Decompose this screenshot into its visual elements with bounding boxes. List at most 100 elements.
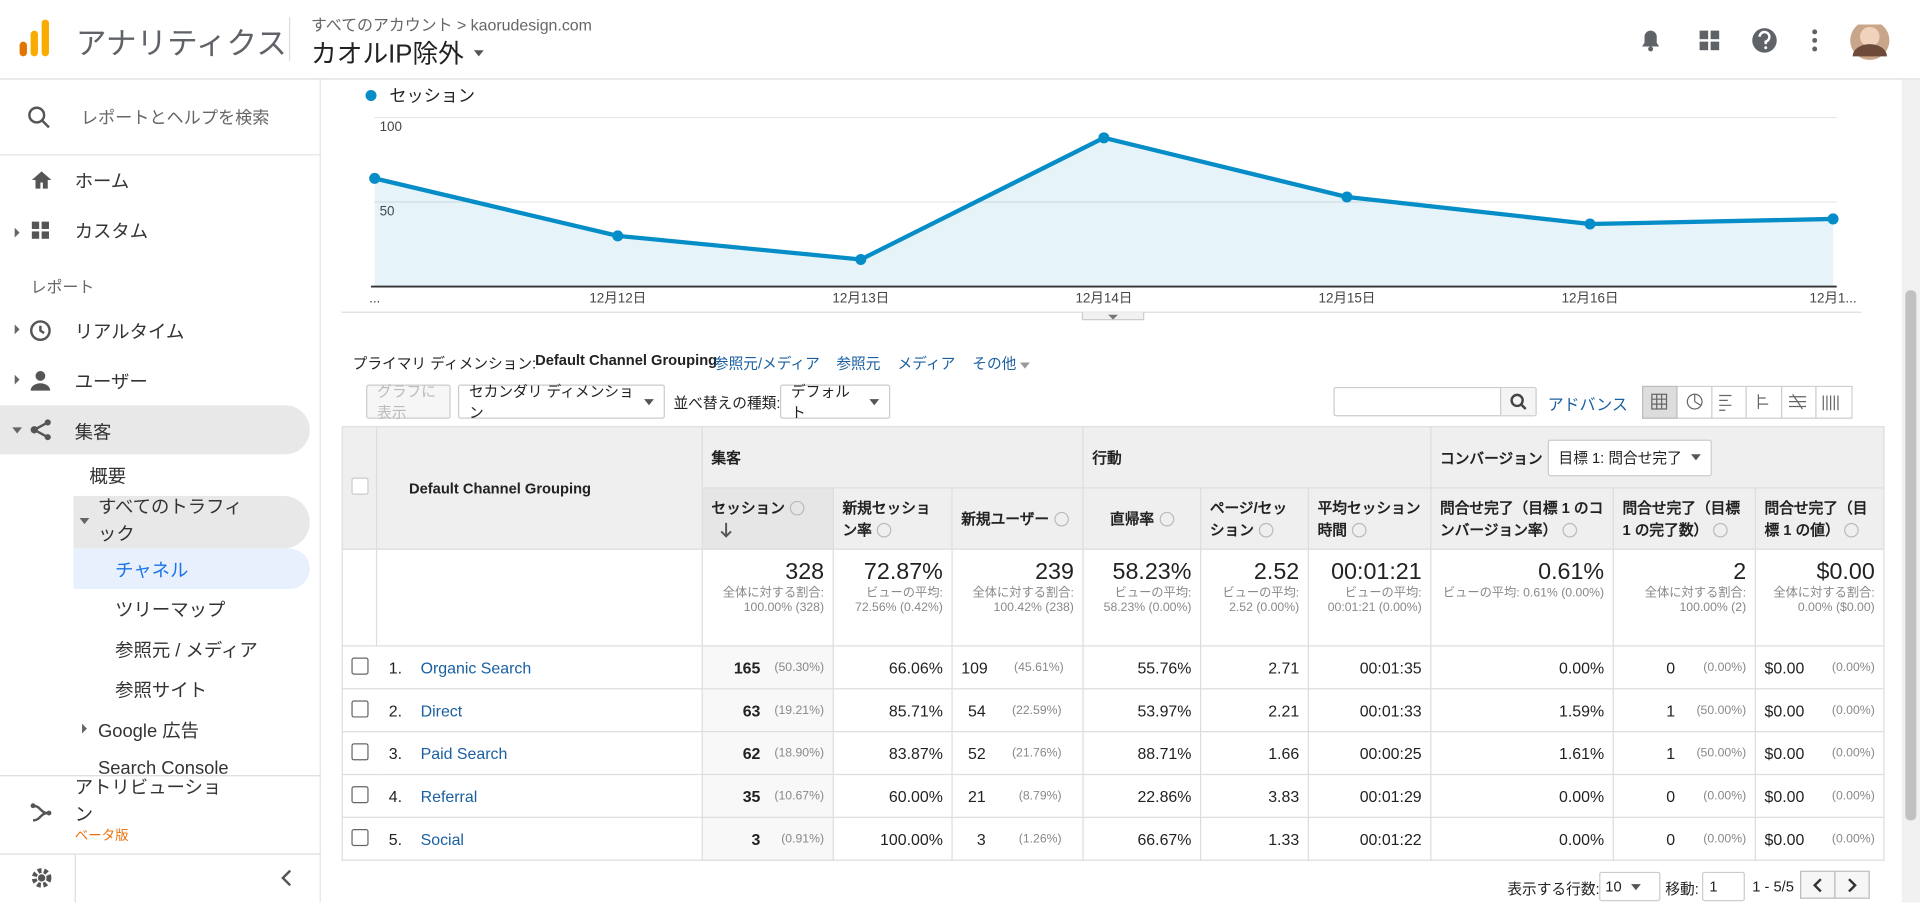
row-index: 4. xyxy=(388,786,403,806)
goto-input[interactable]: 1 xyxy=(1702,871,1745,902)
bell[interactable] xyxy=(1642,30,1660,52)
nav-google-ads[interactable]: Google 広告 xyxy=(97,721,200,743)
metric-cell: 54 (22.59%) xyxy=(951,688,1084,733)
dimension-link[interactable]: 参照元/メディア xyxy=(713,355,820,373)
x-tick-label: ... xyxy=(369,290,380,305)
nav-realtime[interactable]: リアルタイム xyxy=(74,322,185,343)
metric-cell: 60.00% xyxy=(832,773,953,818)
row-name[interactable]: Social xyxy=(420,829,464,848)
nav-home[interactable]: ホーム xyxy=(74,171,130,193)
next-page[interactable] xyxy=(1834,870,1870,899)
scroll-thumb[interactable] xyxy=(1905,290,1917,821)
metric-pair: 1 (50.00%) xyxy=(1622,744,1746,762)
nav-channels[interactable]: チャネル xyxy=(115,560,189,582)
column-header[interactable]: ページ/セッション xyxy=(1200,487,1309,550)
total-cell: 0.61% ビューの平均: 0.61% (0.00%) xyxy=(1430,548,1614,647)
row-checkbox[interactable] xyxy=(351,828,369,846)
column-header[interactable]: 問合せ完了（目標 1 のコンバージョン率） xyxy=(1430,487,1614,550)
rows-value: 10 xyxy=(1605,877,1622,896)
nav-search-console[interactable]: Search Console xyxy=(97,757,229,774)
apps[interactable] xyxy=(1699,30,1720,51)
total-cell: 2.52 ビューの平均: 2.52 (0.00%) xyxy=(1200,548,1309,647)
button-label: セカンダリ ディメンション xyxy=(468,383,634,422)
column-header[interactable]: 問合せ完了（目標 1 の完了数） xyxy=(1612,487,1756,550)
group-header: 行動 xyxy=(1082,426,1432,489)
rows-select[interactable]: 10 xyxy=(1599,871,1661,902)
collapse[interactable] xyxy=(279,868,294,888)
metric-pair: 54 (22.59%) xyxy=(961,701,1074,719)
metric-value: 0 xyxy=(1666,786,1676,806)
nav-all-traffic[interactable]: すべてのトラフィック xyxy=(97,497,243,545)
plot-rows-button[interactable]: グラフに表示 xyxy=(366,383,451,421)
metric-value: 1.66 xyxy=(1268,743,1300,763)
metric-cell: 63 (19.21%) xyxy=(701,688,834,733)
row-checkbox[interactable] xyxy=(351,656,369,675)
dimension-link[interactable]: メディア xyxy=(897,355,956,373)
nav-treemaps[interactable]: ツリーマップ xyxy=(115,600,226,621)
column-header[interactable]: 直帰率 xyxy=(1082,487,1202,550)
column-header[interactable]: 新規セッション率 xyxy=(832,487,953,550)
metric-cell: 00:01:29 xyxy=(1307,773,1432,818)
help[interactable] xyxy=(1752,28,1777,53)
metric-percent: (21.76%) xyxy=(1011,746,1062,760)
metric-cell: 35 (10.67%) xyxy=(701,773,834,818)
settings[interactable] xyxy=(29,866,53,890)
row-checkbox[interactable] xyxy=(351,699,369,717)
column-header[interactable]: セッション xyxy=(701,487,834,550)
metric-value: 1.59% xyxy=(1558,701,1605,720)
chart: 50 100 セッション... 12月12日 12月13日 12月14日 12月15日 12月… xyxy=(341,85,1862,321)
metric-value: 00:01:33 xyxy=(1359,701,1422,720)
total-cell: 72.87% ビューの平均: 72.56% (0.42%) xyxy=(832,548,953,647)
metric-cell: 3 (0.91%) xyxy=(701,816,834,861)
row-name[interactable]: Referral xyxy=(420,786,478,806)
search-button[interactable] xyxy=(1500,388,1536,416)
realtime-icon xyxy=(30,320,51,342)
column-header[interactable]: 新規ユーザー xyxy=(951,487,1084,550)
sort-label: 並べ替えの種類: xyxy=(673,394,781,412)
more[interactable] xyxy=(1812,29,1818,52)
view-selector[interactable]: カオルIP除外 xyxy=(311,34,484,71)
secondary-dimension[interactable]: セカンダリ ディメンション xyxy=(457,383,665,421)
row-name[interactable]: Paid Search xyxy=(420,743,508,763)
total-cell: 2 全体に対する割合: 100.00% (2) xyxy=(1612,548,1756,647)
total-cell: 00:01:21 ビューの平均: 00:01:21 (0.00%) xyxy=(1307,548,1432,647)
advanced-link[interactable]: アドバンス xyxy=(1547,395,1628,414)
nav-custom[interactable]: カスタム xyxy=(74,221,149,243)
x-tick-label: 12月14日 xyxy=(1075,290,1132,305)
nav-audience[interactable]: ユーザー xyxy=(74,372,148,394)
metric-value: 00:01:29 xyxy=(1359,786,1422,806)
metric-percent: (10.67%) xyxy=(774,789,825,803)
metric-cell: 0 (0.00%) xyxy=(1612,816,1756,861)
row-checkbox[interactable] xyxy=(351,785,369,803)
nav-referrals[interactable]: 参照サイト xyxy=(115,680,207,702)
metric-pair: 0 (0.00%) xyxy=(1622,658,1746,676)
dimension-link[interactable]: 参照元 xyxy=(836,355,881,373)
x-tick-label: 12月1... xyxy=(1809,290,1856,305)
column-label: 平均セッション時間 xyxy=(1317,498,1421,539)
dimension-link[interactable]: その他 xyxy=(972,353,1030,374)
prev-page[interactable] xyxy=(1800,870,1836,899)
total-cell: 328 全体に対する割合: 100.00% (328) xyxy=(701,548,834,647)
breadcrumb[interactable]: すべてのアカウント > kaorudesign.com xyxy=(311,15,592,35)
metric-cell: 21 (8.79%) xyxy=(951,773,1084,818)
nav-acquisition[interactable]: 集客 xyxy=(74,422,112,444)
nav-overview[interactable]: 概要 xyxy=(89,466,127,488)
sort-select[interactable]: デフォルト xyxy=(780,383,891,421)
metric-pair: $0.00 (0.00%) xyxy=(1765,787,1875,805)
column-header[interactable]: 平均セッション時間 xyxy=(1307,487,1432,550)
sidebar-search[interactable]: レポートとヘルプを検索 xyxy=(80,107,270,128)
row-name[interactable]: Organic Search xyxy=(420,658,532,677)
table-search[interactable] xyxy=(1333,386,1537,417)
nav-attribution[interactable]: アトリビューション xyxy=(74,777,222,826)
metric-value: 0 xyxy=(1666,658,1676,677)
row-checkbox[interactable] xyxy=(351,742,369,760)
nav-source-medium[interactable]: 参照元 / メディア xyxy=(115,640,258,662)
data-row: 5. Social 3 (0.91%) 100.00% 3 (1.26%) 66.67% 1.3… xyxy=(341,816,1885,861)
column-header[interactable]: 問合せ完了（目標 1 の値） xyxy=(1754,487,1885,550)
select-all-checkbox[interactable] xyxy=(351,477,369,495)
row-name[interactable]: Direct xyxy=(420,701,463,720)
metric-cell: 1 (50.00%) xyxy=(1612,731,1756,776)
metric-cell: 00:01:33 xyxy=(1307,688,1432,733)
goal-select[interactable]: 目標 1: 問合せ完了 xyxy=(1547,438,1713,476)
avatar[interactable] xyxy=(1850,24,1890,60)
